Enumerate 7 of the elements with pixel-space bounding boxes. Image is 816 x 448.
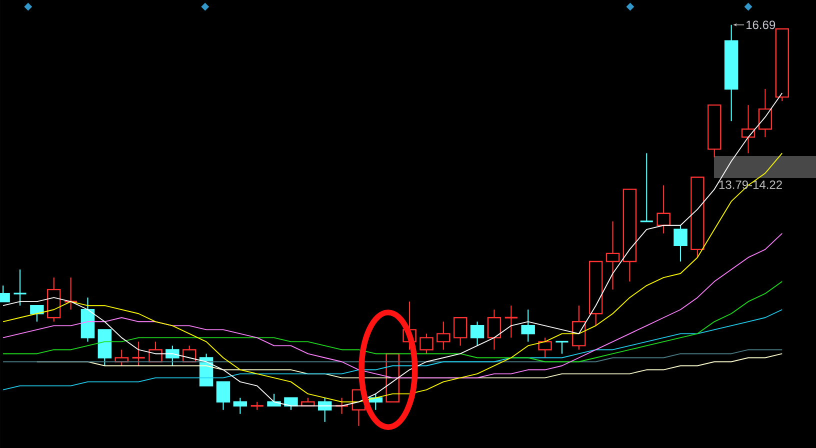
candlestick xyxy=(606,220,620,290)
annotation: 16.69 xyxy=(746,20,776,30)
candlestick xyxy=(470,321,484,346)
candlestick xyxy=(80,297,95,342)
candlestick xyxy=(504,305,518,338)
candlestick xyxy=(12,268,28,306)
candlestick xyxy=(741,104,756,154)
